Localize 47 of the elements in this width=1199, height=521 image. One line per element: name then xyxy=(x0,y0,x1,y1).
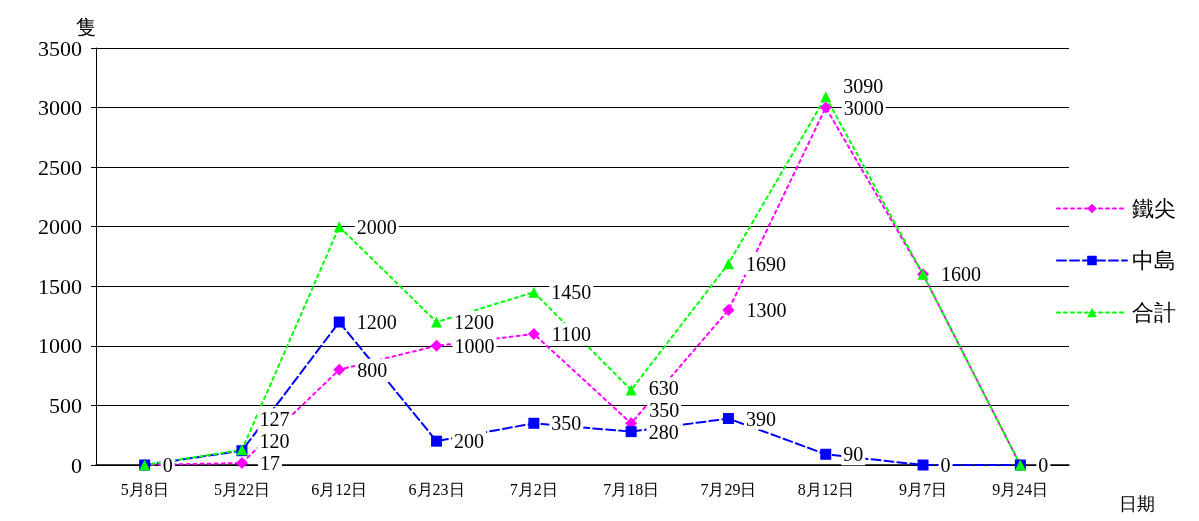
y-tick-label: 2500 xyxy=(38,154,82,180)
data-label: 1200 xyxy=(356,311,397,334)
data-label: 280 xyxy=(648,420,679,443)
data-label: 800 xyxy=(357,358,388,381)
legend-label: 合計 xyxy=(1132,300,1176,325)
x-tick-label: 8月12日 xyxy=(797,480,854,498)
y-tick-label: 3000 xyxy=(38,95,82,121)
data-label: 120 xyxy=(259,430,290,453)
x-tick-label: 9月24日 xyxy=(992,480,1049,498)
x-tick-label: 6月23日 xyxy=(408,480,465,498)
data-label: 0 xyxy=(940,454,951,476)
legend-label: 中島 xyxy=(1132,248,1176,273)
data-label: 2000 xyxy=(356,215,397,238)
data-label: 200 xyxy=(454,430,485,453)
data-label: 90 xyxy=(843,443,864,466)
x-axis-title: 日期 xyxy=(1119,494,1155,514)
data-label: 127 xyxy=(259,408,290,431)
data-label: 1450 xyxy=(551,281,592,304)
data-label: 630 xyxy=(648,377,679,400)
data-label: 17 xyxy=(259,451,280,474)
data-label: 1200 xyxy=(454,311,495,334)
x-tick-label: 7月29日 xyxy=(700,480,757,498)
x-tick-label: 7月2日 xyxy=(509,480,558,498)
y-tick-label: 0 xyxy=(71,452,82,478)
data-label: 1100 xyxy=(551,322,592,345)
data-label: 350 xyxy=(649,398,680,421)
data-label: 0 xyxy=(1038,454,1049,476)
y-tick-label: 500 xyxy=(49,392,82,418)
x-tick-label: 9月7日 xyxy=(899,480,948,498)
data-label: 390 xyxy=(745,407,776,430)
x-tick-label: 5月8日 xyxy=(120,480,169,498)
data-label: 350 xyxy=(551,412,582,435)
data-label: 1000 xyxy=(454,334,495,357)
data-label: 3000 xyxy=(843,96,884,119)
y-axis-title: 隻 xyxy=(76,16,96,39)
legend-label: 鐵尖 xyxy=(1132,196,1176,221)
data-label: 0 xyxy=(162,454,173,476)
data-label: 1600 xyxy=(941,263,982,286)
y-tick-label: 2000 xyxy=(38,214,82,240)
data-label: 1690 xyxy=(745,252,786,275)
x-tick-label: 5月22日 xyxy=(213,480,270,498)
data-label: 1300 xyxy=(746,299,787,322)
y-tick-label: 1000 xyxy=(38,333,82,359)
data-label: 3090 xyxy=(843,74,884,97)
x-tick-label: 6月12日 xyxy=(311,480,368,498)
x-tick-label: 7月18日 xyxy=(603,480,660,498)
y-tick-label: 1500 xyxy=(38,273,82,299)
